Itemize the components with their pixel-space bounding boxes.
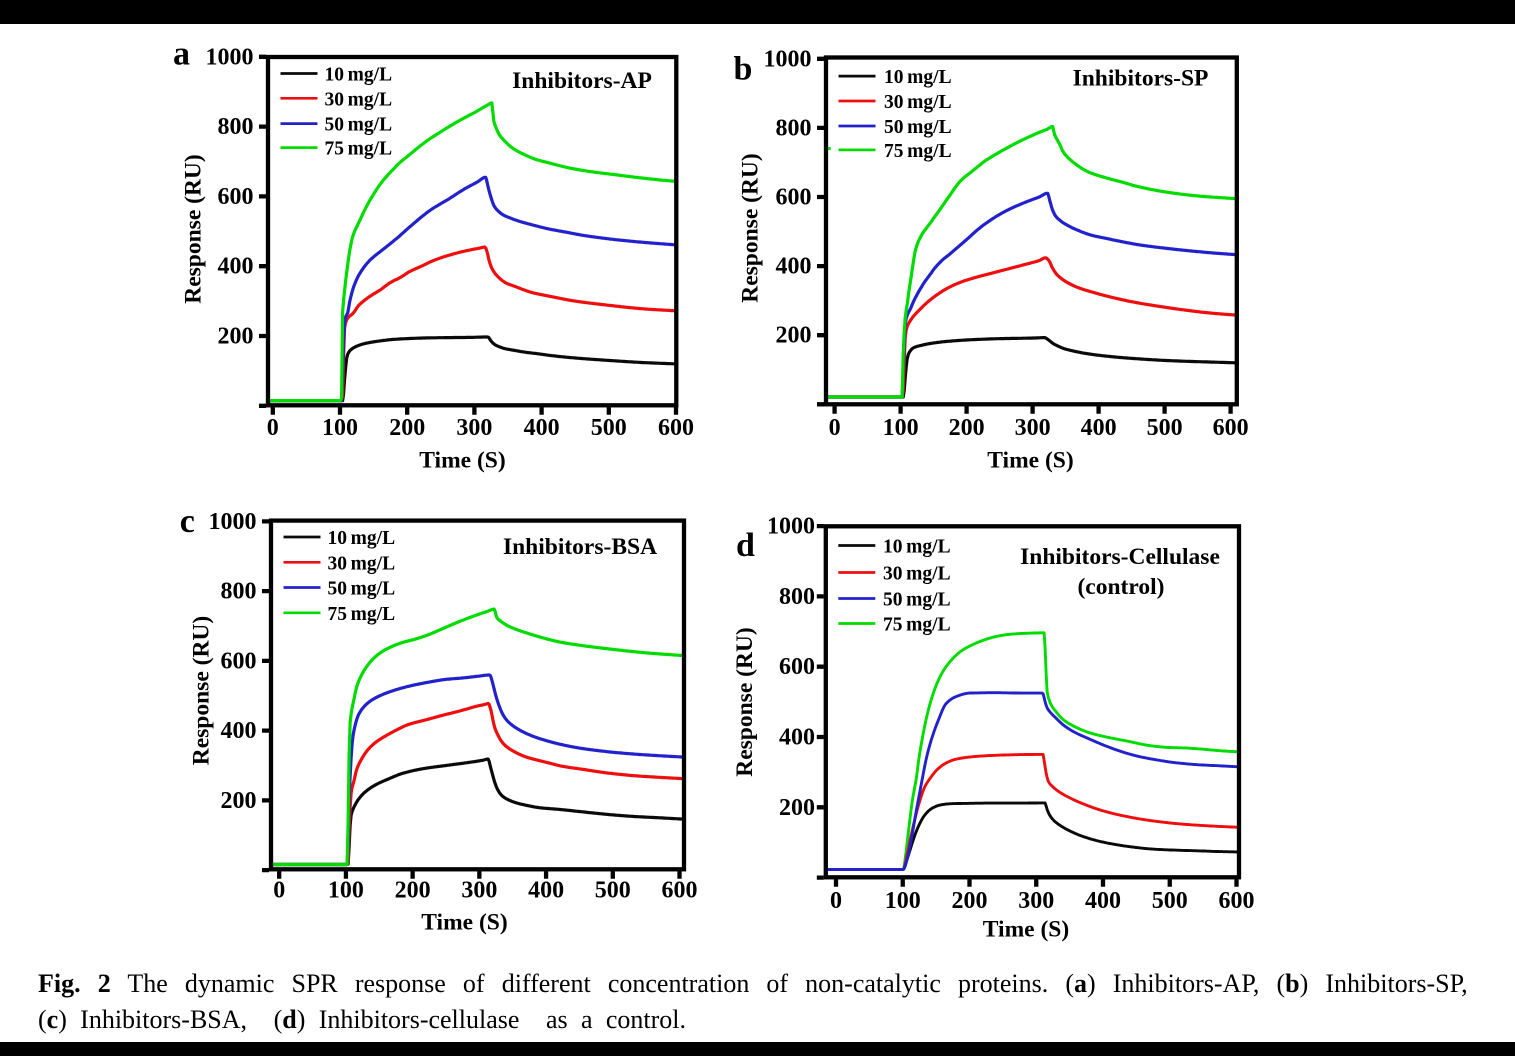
svg-text:1000: 1000: [209, 509, 257, 535]
svg-text:200: 200: [776, 323, 812, 349]
svg-text:400: 400: [776, 254, 812, 280]
svg-text:100: 100: [328, 878, 364, 904]
svg-text:Time (S): Time (S): [987, 448, 1073, 474]
svg-text:0: 0: [267, 415, 279, 441]
svg-text:500: 500: [1152, 888, 1188, 914]
svg-text:200: 200: [395, 878, 431, 904]
svg-text:Inhibitors-BSA: Inhibitors-BSA: [503, 534, 657, 560]
svg-text:400: 400: [779, 725, 815, 751]
svg-text:50 mg/L: 50 mg/L: [883, 590, 951, 611]
svg-text:100: 100: [883, 415, 919, 441]
svg-text:200: 200: [949, 415, 985, 441]
svg-text:400: 400: [221, 718, 257, 744]
svg-text:50 mg/L: 50 mg/L: [884, 117, 952, 138]
svg-text:500: 500: [595, 878, 631, 904]
svg-text:600: 600: [218, 184, 254, 210]
svg-text:50 mg/L: 50 mg/L: [328, 579, 396, 600]
svg-text:d: d: [736, 527, 755, 564]
svg-text:75 mg/L: 75 mg/L: [328, 604, 396, 625]
svg-text:200: 200: [779, 795, 815, 821]
svg-text:400: 400: [1081, 415, 1117, 441]
svg-text:30 mg/L: 30 mg/L: [328, 553, 396, 574]
svg-text:200: 200: [389, 415, 425, 441]
svg-text:100: 100: [885, 888, 921, 914]
svg-text:Response (RU): Response (RU): [732, 627, 758, 776]
svg-text:0: 0: [830, 888, 842, 914]
svg-text:800: 800: [779, 584, 815, 610]
svg-text:Time (S): Time (S): [421, 910, 507, 936]
svg-text:300: 300: [461, 878, 497, 904]
svg-text:800: 800: [218, 114, 254, 140]
svg-text:10 mg/L: 10 mg/L: [883, 537, 951, 558]
svg-text:Response (RU): Response (RU): [189, 616, 215, 765]
svg-text:0: 0: [829, 415, 841, 441]
svg-text:0: 0: [273, 878, 285, 904]
svg-text:400: 400: [218, 254, 254, 280]
svg-text:75 mg/L: 75 mg/L: [883, 615, 951, 636]
svg-text:200: 200: [221, 788, 257, 814]
svg-text:600: 600: [662, 878, 698, 904]
svg-text:10 mg/L: 10 mg/L: [884, 67, 952, 88]
svg-text:600: 600: [1213, 415, 1249, 441]
svg-text:500: 500: [1147, 415, 1183, 441]
svg-text:Response (RU): Response (RU): [181, 154, 207, 303]
svg-text:600: 600: [776, 185, 812, 211]
svg-text:75 mg/L: 75 mg/L: [884, 141, 952, 162]
svg-text:10 mg/L: 10 mg/L: [328, 528, 396, 549]
svg-text:(control): (control): [1077, 574, 1164, 600]
svg-text:c: c: [180, 503, 195, 540]
svg-text:Time (S): Time (S): [983, 917, 1069, 943]
svg-text:500: 500: [591, 415, 627, 441]
svg-text:75 mg/L: 75 mg/L: [325, 139, 393, 160]
svg-text:1000: 1000: [206, 44, 254, 70]
svg-text:300: 300: [1015, 415, 1051, 441]
svg-text:300: 300: [456, 415, 492, 441]
svg-text:400: 400: [528, 878, 564, 904]
svg-text:200: 200: [952, 888, 988, 914]
svg-text:30 mg/L: 30 mg/L: [883, 564, 951, 585]
svg-text:600: 600: [221, 648, 257, 674]
svg-text:Inhibitors-AP: Inhibitors-AP: [512, 68, 652, 94]
svg-text:1000: 1000: [764, 46, 812, 72]
svg-text:600: 600: [1219, 888, 1255, 914]
svg-text:10 mg/L: 10 mg/L: [325, 65, 393, 86]
svg-text:50 mg/L: 50 mg/L: [325, 115, 393, 136]
svg-text:800: 800: [776, 115, 812, 141]
svg-text:200: 200: [218, 324, 254, 350]
svg-text:600: 600: [779, 654, 815, 680]
svg-text:Inhibitors-Cellulase: Inhibitors-Cellulase: [1020, 544, 1220, 570]
svg-text:1000: 1000: [767, 514, 815, 540]
svg-text:300: 300: [1018, 888, 1054, 914]
svg-text:Time (S): Time (S): [419, 448, 505, 474]
svg-text:400: 400: [1085, 888, 1121, 914]
svg-text:30 mg/L: 30 mg/L: [325, 89, 393, 110]
svg-text:800: 800: [221, 579, 257, 605]
svg-text:100: 100: [322, 415, 358, 441]
svg-text:a: a: [173, 36, 190, 73]
svg-text:Response (RU): Response (RU): [738, 153, 764, 302]
svg-text:400: 400: [524, 415, 560, 441]
svg-text:30 mg/L: 30 mg/L: [884, 92, 952, 113]
svg-text:600: 600: [658, 415, 694, 441]
svg-text:b: b: [734, 51, 753, 88]
svg-text:Inhibitors-SP: Inhibitors-SP: [1073, 66, 1209, 92]
